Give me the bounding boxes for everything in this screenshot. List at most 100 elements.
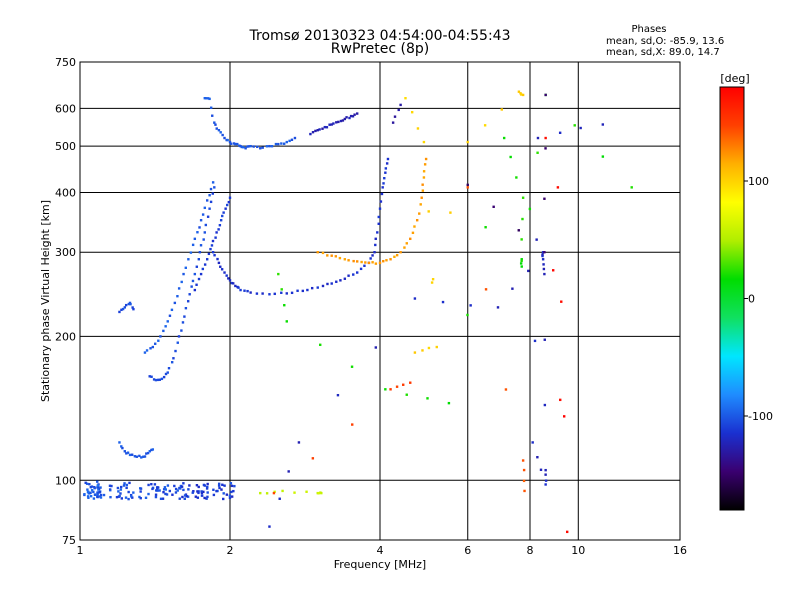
echo-point — [285, 140, 288, 144]
echo-point — [389, 388, 392, 391]
echo-point — [143, 351, 147, 354]
echo-point — [321, 127, 324, 130]
echo-point — [310, 286, 314, 290]
echo-point — [209, 106, 213, 109]
echo-point — [283, 303, 286, 307]
echo-point — [383, 176, 386, 180]
echo-point — [138, 495, 141, 499]
echo-point — [222, 492, 225, 495]
echo-point — [531, 441, 534, 444]
echo-point — [551, 269, 555, 272]
echo-point — [148, 375, 151, 378]
echo-point — [223, 271, 226, 274]
echo-point — [164, 492, 167, 496]
echo-point — [351, 423, 354, 426]
echo-point — [187, 258, 190, 261]
echo-point — [181, 495, 184, 499]
echo-point — [223, 136, 226, 140]
echo-point — [520, 93, 523, 96]
echo-point — [122, 484, 126, 487]
echo-point — [349, 114, 353, 118]
echo-point — [339, 279, 342, 282]
echo-point — [381, 186, 384, 189]
echo-point — [156, 487, 159, 491]
echo-point — [244, 147, 247, 150]
echo-point — [409, 381, 412, 384]
echo-point — [515, 176, 518, 179]
echo-point — [418, 212, 421, 215]
echo-point — [96, 491, 99, 494]
echo-point — [352, 273, 355, 276]
echo-point — [121, 446, 124, 450]
echo-point — [205, 497, 208, 500]
echo-point — [110, 484, 113, 488]
echo-point — [543, 338, 546, 341]
echo-point — [184, 266, 187, 269]
echo-point — [132, 307, 135, 311]
echo-point — [96, 486, 99, 489]
echo-point — [360, 260, 363, 264]
echo-point — [421, 349, 424, 352]
echo-point — [243, 289, 246, 292]
echo-point — [131, 306, 134, 309]
x-tick-label: 16 — [673, 544, 687, 557]
echo-point — [395, 385, 399, 388]
echo-point — [544, 136, 547, 140]
echo-point — [259, 147, 262, 150]
echo-point — [256, 145, 259, 149]
echo-point — [164, 325, 167, 328]
echo-point — [89, 494, 93, 498]
echo-point — [233, 484, 236, 488]
echo-point — [355, 271, 359, 274]
echo-point — [124, 303, 128, 307]
echo-point — [337, 120, 340, 124]
echo-point — [389, 258, 392, 261]
echo-point — [230, 484, 234, 488]
echo-point — [347, 274, 350, 277]
echo-point — [373, 251, 376, 254]
echo-point — [191, 279, 195, 283]
echo-point — [325, 126, 329, 129]
echo-point — [536, 136, 540, 140]
echo-point — [355, 112, 359, 115]
echo-point — [402, 383, 405, 386]
echo-point — [559, 398, 562, 402]
echo-point — [108, 484, 112, 487]
colorbar-tick-label: 0 — [748, 293, 755, 306]
echo-point — [148, 450, 151, 453]
echo-point — [204, 223, 208, 227]
echo-point — [160, 377, 164, 381]
echo-point — [128, 301, 132, 305]
echo-point — [405, 242, 408, 245]
stats-x-line: mean, sd,X: 89.0, 14.7 — [606, 47, 720, 58]
echo-point — [182, 482, 185, 485]
echo-point — [220, 488, 223, 491]
echo-point — [191, 243, 195, 247]
echo-point — [541, 254, 544, 258]
echo-point — [202, 238, 205, 241]
echo-point — [265, 145, 269, 148]
echo-point — [544, 147, 547, 150]
echo-point — [565, 530, 569, 534]
echo-point — [413, 225, 416, 228]
data-points — [83, 90, 633, 534]
colorbar-ticks: 100 0 -100 — [744, 175, 773, 423]
echo-point — [232, 142, 236, 145]
echo-point — [385, 162, 389, 165]
grid-lines — [80, 62, 680, 540]
echo-point — [151, 448, 155, 451]
echo-point — [132, 491, 135, 494]
echo-point — [102, 493, 106, 497]
echo-point — [399, 251, 402, 254]
echo-point — [282, 142, 286, 145]
echo-point — [123, 306, 126, 309]
echo-point — [321, 284, 325, 288]
echo-point — [228, 496, 232, 500]
echo-point — [203, 484, 207, 487]
echo-point — [178, 497, 181, 500]
echo-point — [187, 488, 190, 491]
echo-point — [96, 495, 99, 499]
echo-point — [186, 300, 190, 303]
echo-point — [96, 493, 99, 496]
echo-point — [170, 361, 174, 364]
